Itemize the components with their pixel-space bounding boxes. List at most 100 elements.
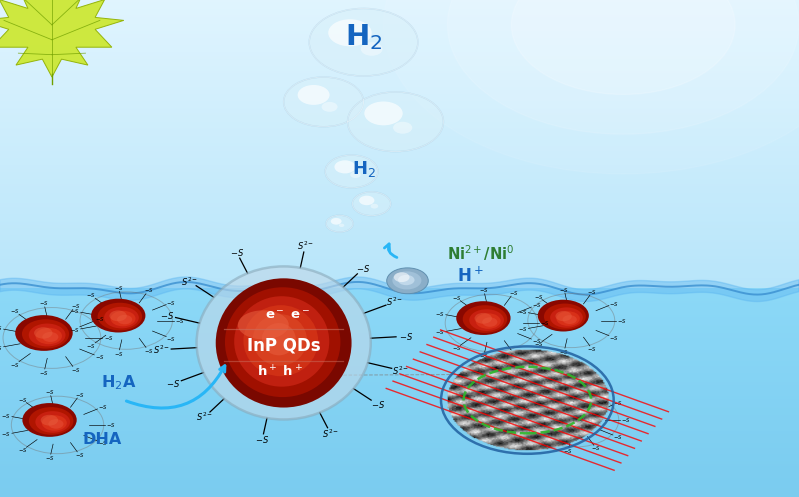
Circle shape	[392, 271, 421, 289]
Text: $-S$: $-S$	[559, 347, 569, 355]
Circle shape	[384, 0, 799, 174]
Text: $-S$: $-S$	[166, 378, 180, 389]
Circle shape	[447, 0, 799, 134]
Text: $-S$: $-S$	[609, 300, 618, 308]
Text: $-S$: $-S$	[540, 319, 550, 327]
Text: $-S$: $-S$	[230, 247, 244, 258]
Text: $S^{2-}$: $S^{2-}$	[153, 343, 170, 356]
Text: $-S$: $-S$	[435, 310, 445, 318]
Circle shape	[117, 315, 133, 325]
Circle shape	[548, 403, 590, 429]
Circle shape	[22, 319, 70, 349]
Text: $-S$: $-S$	[523, 407, 532, 415]
Circle shape	[22, 403, 77, 437]
Circle shape	[41, 415, 58, 425]
Text: $-S$: $-S$	[371, 399, 385, 410]
Circle shape	[482, 317, 498, 327]
Circle shape	[551, 308, 582, 328]
Circle shape	[556, 311, 580, 326]
Text: $-S$: $-S$	[591, 388, 601, 396]
Circle shape	[544, 304, 586, 330]
Circle shape	[394, 272, 410, 282]
Circle shape	[42, 332, 58, 342]
Circle shape	[364, 101, 403, 125]
Circle shape	[104, 307, 139, 329]
Ellipse shape	[262, 323, 296, 355]
Ellipse shape	[238, 310, 288, 339]
Text: $-S$: $-S$	[10, 307, 20, 315]
Circle shape	[42, 415, 67, 431]
Text: $-S$: $-S$	[45, 454, 54, 462]
Text: $-S$: $-S$	[144, 286, 153, 294]
Text: $-S$: $-S$	[0, 324, 2, 332]
Text: $-S$: $-S$	[104, 334, 113, 342]
Text: $-S$: $-S$	[519, 308, 528, 316]
Circle shape	[348, 92, 443, 152]
Ellipse shape	[216, 278, 352, 408]
Circle shape	[35, 328, 62, 344]
Circle shape	[309, 8, 418, 76]
Ellipse shape	[225, 287, 340, 397]
Text: $-S$: $-S$	[534, 340, 543, 348]
Circle shape	[350, 171, 361, 178]
Circle shape	[109, 311, 127, 321]
Text: $-S$: $-S$	[18, 446, 27, 454]
Text: $-S$: $-S$	[113, 349, 123, 357]
Text: $-S$: $-S$	[70, 326, 80, 334]
Circle shape	[559, 411, 576, 420]
Ellipse shape	[252, 314, 307, 366]
Circle shape	[15, 315, 73, 351]
Circle shape	[475, 313, 501, 329]
Text: $-S$: $-S$	[255, 434, 269, 445]
Text: $-S$: $-S$	[519, 326, 528, 333]
Circle shape	[29, 324, 66, 346]
Circle shape	[326, 215, 353, 232]
Circle shape	[297, 85, 330, 105]
Circle shape	[511, 0, 735, 94]
Text: $-S$: $-S$	[45, 388, 54, 396]
Text: $-S$: $-S$	[531, 337, 541, 345]
Circle shape	[321, 102, 338, 112]
Text: H$_2$: H$_2$	[345, 22, 382, 52]
Text: $S^{2-}$: $S^{2-}$	[181, 275, 198, 288]
Text: $-S$: $-S$	[0, 344, 2, 352]
Text: $-S$: $-S$	[166, 299, 176, 307]
Text: $-S$: $-S$	[451, 344, 461, 352]
Text: $-S$: $-S$	[479, 286, 488, 294]
Text: $-S$: $-S$	[86, 342, 96, 350]
Circle shape	[456, 301, 511, 335]
Text: $-S$: $-S$	[509, 349, 519, 357]
Text: $S^{2-}$: $S^{2-}$	[296, 240, 314, 252]
Circle shape	[335, 161, 356, 173]
Text: InP QDs: InP QDs	[247, 336, 320, 354]
Circle shape	[371, 204, 378, 209]
Circle shape	[562, 315, 577, 324]
Circle shape	[387, 268, 428, 294]
Text: $-S$: $-S$	[70, 366, 80, 374]
Ellipse shape	[197, 266, 371, 419]
Circle shape	[110, 311, 136, 327]
Circle shape	[331, 218, 342, 225]
Circle shape	[328, 19, 372, 46]
Text: $-S$: $-S$	[587, 288, 597, 296]
Text: $-S$: $-S$	[563, 447, 573, 455]
Text: $-S$: $-S$	[2, 412, 11, 419]
Text: $-S$: $-S$	[587, 345, 597, 353]
Text: $-S$: $-S$	[70, 302, 80, 310]
Circle shape	[566, 414, 581, 423]
Text: $-S$: $-S$	[523, 425, 532, 433]
Text: $-S$: $-S$	[70, 307, 80, 315]
Text: H$_2$A: H$_2$A	[101, 373, 136, 392]
Circle shape	[542, 399, 593, 431]
Text: e$^-$ e$^-$: e$^-$ e$^-$	[265, 309, 310, 322]
Circle shape	[97, 303, 142, 331]
Text: $S^{2-}$: $S^{2-}$	[322, 427, 339, 440]
Text: $-S$: $-S$	[538, 440, 547, 448]
Text: $-S$: $-S$	[613, 433, 622, 441]
Text: $-S$: $-S$	[538, 392, 547, 400]
Text: $-S$: $-S$	[97, 403, 107, 411]
Text: $-S$: $-S$	[613, 399, 622, 407]
Circle shape	[361, 42, 383, 56]
Text: $-S$: $-S$	[479, 352, 488, 360]
Text: $-S$: $-S$	[617, 317, 626, 325]
